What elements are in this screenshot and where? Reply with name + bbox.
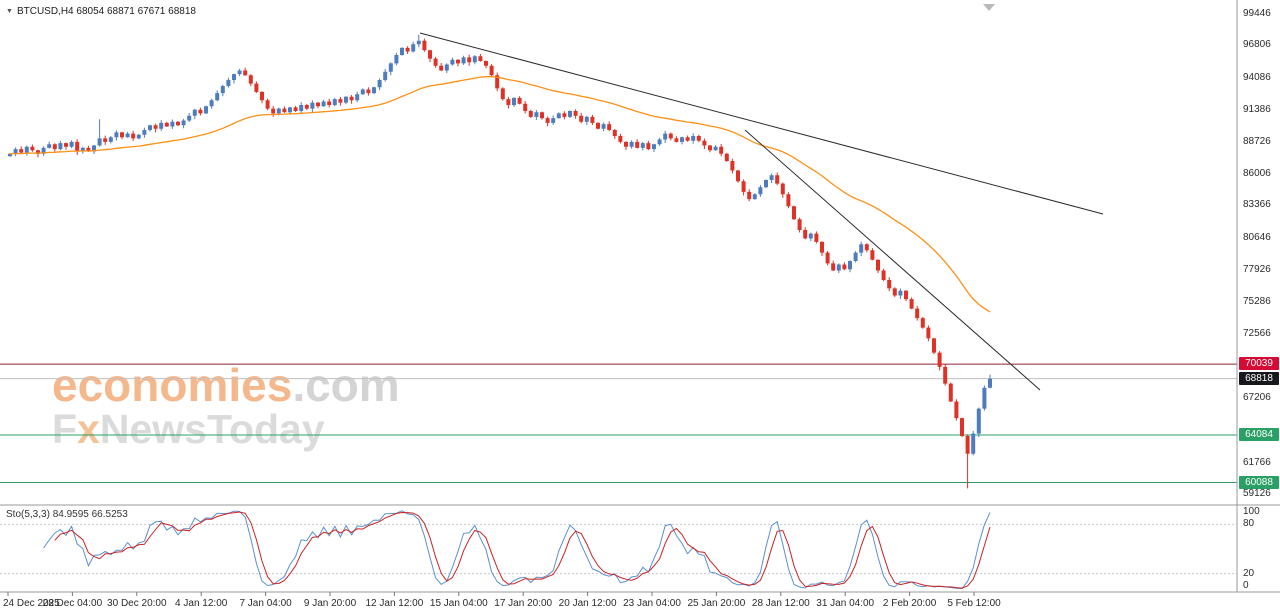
watermark-brand-suffix: .com [292, 359, 400, 411]
symbol-ohlc-label: ▼ BTCUSD,H4 68054 68871 67671 68818 [6, 6, 196, 17]
watermark: economies.com FxNewsToday [52, 362, 400, 451]
symbol-dropdown-triangle-icon[interactable]: ▼ [6, 7, 13, 15]
watermark-tagline-x: x [77, 405, 100, 452]
stochastic-indicator-label: Sto(5,3,3) 84.9595 66.5253 [6, 509, 128, 520]
trendline-2 [744, 129, 1041, 391]
trendline-1 [419, 32, 1104, 215]
watermark-tagline: FxNewsToday [52, 405, 400, 452]
stochastic-main-line [43, 510, 991, 590]
watermark-tagline-rest: NewsToday [99, 405, 325, 452]
watermark-brand-line: economies.com [52, 362, 400, 409]
stochastic-signal-line [54, 511, 991, 589]
bear-candle-wicks [20, 38, 969, 489]
watermark-brand: economies [52, 359, 293, 411]
bear-candle-bodies [19, 40, 970, 454]
chart-shift-marker-icon [983, 4, 995, 11]
moving-average-line [9, 75, 991, 313]
bull-candle-wicks [9, 34, 991, 456]
bull-candle-bodies [8, 40, 992, 454]
watermark-tagline-f: F [52, 405, 78, 452]
symbol-ohlc-text: BTCUSD,H4 68054 68871 67671 68818 [16, 6, 196, 17]
